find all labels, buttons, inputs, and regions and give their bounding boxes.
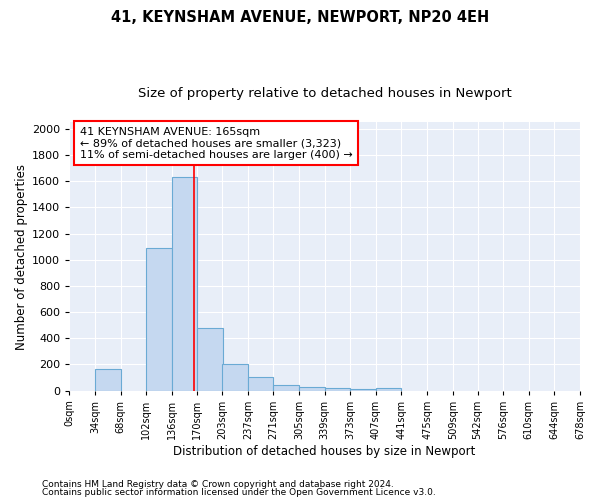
- Y-axis label: Number of detached properties: Number of detached properties: [15, 164, 28, 350]
- Bar: [299, 386, 325, 390]
- Text: Contains public sector information licensed under the Open Government Licence v3: Contains public sector information licen…: [42, 488, 436, 497]
- Bar: [274, 384, 299, 390]
- Text: 41, KEYNSHAM AVENUE, NEWPORT, NP20 4EH: 41, KEYNSHAM AVENUE, NEWPORT, NP20 4EH: [111, 10, 489, 25]
- Text: 41 KEYNSHAM AVENUE: 165sqm
← 89% of detached houses are smaller (3,323)
11% of s: 41 KEYNSHAM AVENUE: 165sqm ← 89% of deta…: [80, 126, 352, 160]
- Bar: [95, 369, 121, 390]
- Bar: [222, 364, 248, 390]
- Text: Contains HM Land Registry data © Crown copyright and database right 2024.: Contains HM Land Registry data © Crown c…: [42, 480, 394, 489]
- Bar: [376, 388, 401, 390]
- Bar: [172, 178, 197, 390]
- X-axis label: Distribution of detached houses by size in Newport: Distribution of detached houses by size …: [173, 444, 476, 458]
- Bar: [248, 378, 274, 390]
- Bar: [350, 388, 376, 390]
- Bar: [325, 388, 350, 390]
- Bar: [197, 328, 223, 390]
- Title: Size of property relative to detached houses in Newport: Size of property relative to detached ho…: [138, 88, 512, 101]
- Bar: [146, 248, 172, 390]
